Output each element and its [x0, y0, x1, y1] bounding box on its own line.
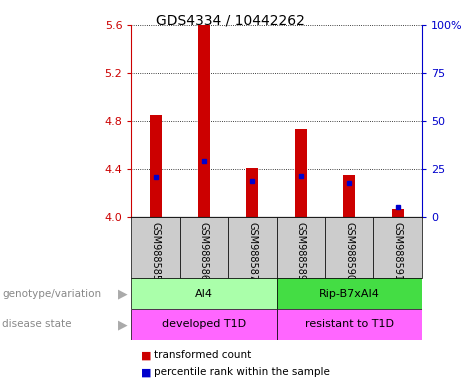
Text: GSM988586: GSM988586 — [199, 222, 209, 281]
Bar — [131, 309, 277, 340]
Bar — [277, 217, 325, 278]
Bar — [343, 175, 355, 217]
Text: GSM988591: GSM988591 — [393, 222, 402, 281]
Bar — [391, 209, 404, 217]
Text: percentile rank within the sample: percentile rank within the sample — [154, 367, 331, 377]
Text: ▶: ▶ — [118, 287, 127, 300]
Text: resistant to T1D: resistant to T1D — [305, 319, 394, 329]
Bar — [277, 309, 422, 340]
Text: ▶: ▶ — [118, 318, 127, 331]
Text: ■: ■ — [141, 367, 151, 377]
Text: GSM988585: GSM988585 — [151, 222, 160, 281]
Bar — [180, 217, 228, 278]
Bar — [277, 278, 422, 309]
Text: GSM988587: GSM988587 — [248, 222, 257, 281]
Text: ■: ■ — [141, 350, 151, 360]
Text: genotype/variation: genotype/variation — [2, 289, 101, 299]
Text: disease state: disease state — [2, 319, 72, 329]
Text: developed T1D: developed T1D — [162, 319, 246, 329]
Text: GDS4334 / 10442262: GDS4334 / 10442262 — [156, 13, 305, 27]
Bar — [246, 168, 259, 217]
Bar — [295, 129, 307, 217]
Bar — [373, 217, 422, 278]
Bar — [228, 217, 277, 278]
Bar — [325, 217, 373, 278]
Text: transformed count: transformed count — [154, 350, 252, 360]
Text: AI4: AI4 — [195, 289, 213, 299]
Text: GSM988590: GSM988590 — [344, 222, 354, 281]
Text: Rip-B7xAI4: Rip-B7xAI4 — [319, 289, 380, 299]
Text: GSM988589: GSM988589 — [296, 222, 306, 281]
Bar — [198, 25, 210, 217]
Bar — [149, 115, 162, 217]
Bar — [131, 217, 180, 278]
Bar — [131, 278, 277, 309]
